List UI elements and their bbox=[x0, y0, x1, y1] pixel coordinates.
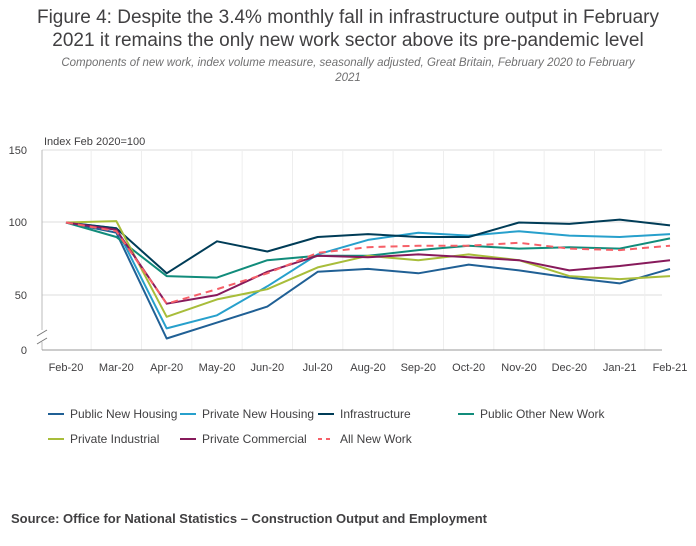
series-line-private-commercial bbox=[65, 221, 671, 305]
source-note: Source: Office for National Statistics –… bbox=[11, 511, 487, 526]
y-tick-label: 150 bbox=[9, 145, 27, 157]
legend-label: All New Work bbox=[340, 432, 413, 446]
axis-break-mark bbox=[36, 337, 48, 345]
x-tick-label: Dec-20 bbox=[552, 362, 587, 374]
x-tick-label: Mar-20 bbox=[99, 362, 134, 374]
axis-break-mark bbox=[36, 329, 48, 337]
x-tick-label: Jun-20 bbox=[251, 362, 285, 374]
y-tick-label: 0 bbox=[21, 345, 27, 357]
series-line-private-industrial bbox=[65, 220, 671, 318]
y-axis-label: Index Feb 2020=100 bbox=[44, 136, 145, 148]
y-tick-label: 50 bbox=[15, 290, 27, 302]
x-tick-label: Feb-21 bbox=[653, 362, 688, 374]
legend-label: Public New Housing bbox=[70, 407, 177, 421]
x-tick-label: Jul-20 bbox=[303, 362, 333, 374]
y-tick-label: 100 bbox=[9, 217, 27, 229]
x-tick-label: Sep-20 bbox=[401, 362, 436, 374]
series-line-all-new-work bbox=[65, 221, 671, 305]
x-tick-label: Feb-20 bbox=[49, 362, 84, 374]
x-tick-label: Oct-20 bbox=[452, 362, 485, 374]
series-line-private-new-housing bbox=[65, 221, 671, 330]
series-line-infrastructure bbox=[65, 218, 671, 275]
legend-label: Private Industrial bbox=[70, 432, 159, 446]
x-tick-label: Jan-21 bbox=[603, 362, 637, 374]
x-tick-label: Apr-20 bbox=[150, 362, 183, 374]
chart-subtitle-line2: 2021 bbox=[335, 72, 361, 84]
chart-subtitle: Components of new work, index volume mea… bbox=[30, 56, 666, 86]
x-tick-label: May-20 bbox=[199, 362, 236, 374]
legend-label: Private New Housing bbox=[202, 407, 314, 421]
legend-label: Public Other New Work bbox=[480, 407, 605, 421]
chart-title: Figure 4: Despite the 3.4% monthly fall … bbox=[0, 6, 696, 52]
legend-label: Private Commercial bbox=[202, 432, 307, 446]
chart-subtitle-line1: Components of new work, index volume mea… bbox=[61, 57, 635, 69]
x-tick-label: Nov-20 bbox=[501, 362, 536, 374]
series-line-public-new-housing bbox=[65, 221, 671, 340]
chart-title-line1: Figure 4: Despite the 3.4% monthly fall … bbox=[36, 7, 660, 28]
x-tick-label: Aug-20 bbox=[350, 362, 385, 374]
chart-title-line2: 2021 it remains the only new work sector… bbox=[52, 30, 644, 51]
legend-label: Infrastructure bbox=[340, 407, 411, 421]
